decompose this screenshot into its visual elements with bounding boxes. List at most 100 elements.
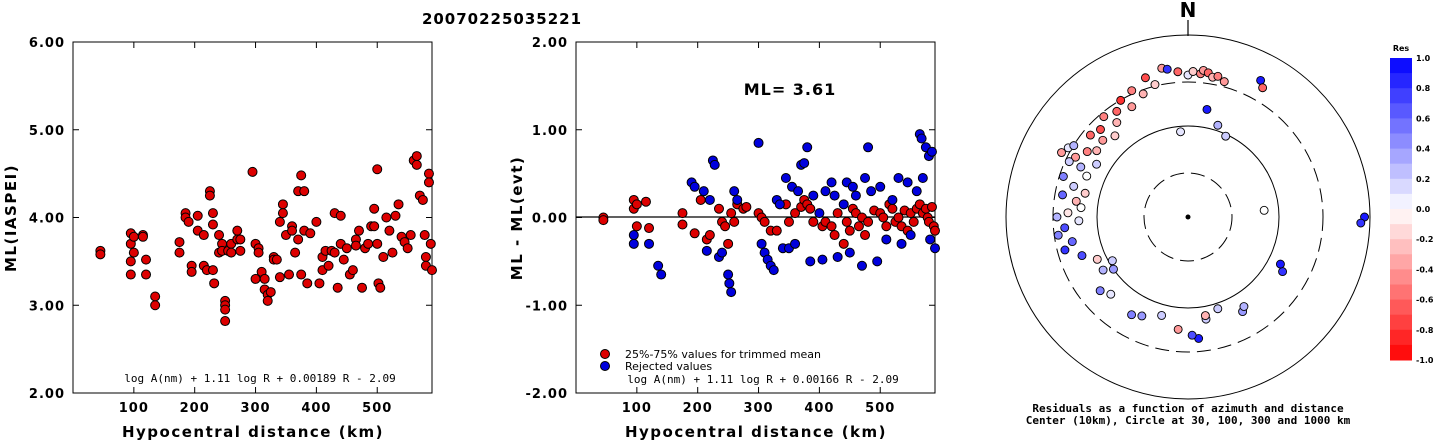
station-point [1157, 310, 1167, 320]
data-point [911, 186, 922, 197]
station-point [1200, 311, 1210, 321]
data-point [829, 190, 840, 201]
data-point [826, 177, 837, 188]
data-point [207, 219, 218, 230]
data-point [677, 219, 688, 230]
data-point [771, 225, 782, 236]
x-tick-label: 300 [743, 401, 773, 416]
data-point [137, 231, 148, 242]
data-point [150, 291, 161, 302]
data-point [726, 208, 737, 219]
data-point [305, 228, 316, 239]
y-tick-label: 0.00 [532, 212, 568, 227]
ml-value-label: ML= 3.61 [744, 80, 837, 99]
data-point [704, 194, 715, 205]
data-point [329, 247, 340, 258]
data-point [598, 215, 609, 226]
data-point [726, 287, 737, 298]
data-point [183, 216, 194, 227]
colorbar-cell [1390, 329, 1412, 346]
data-point [226, 247, 237, 258]
data-point [405, 230, 416, 241]
data-point [713, 203, 724, 214]
data-point [284, 269, 295, 280]
data-point [186, 266, 197, 277]
data-point [378, 251, 389, 262]
station-point [1213, 120, 1223, 130]
data-point [759, 216, 770, 227]
station-point [1067, 237, 1077, 247]
data-point [774, 199, 785, 210]
y-tick-label: 2.00 [29, 387, 65, 402]
data-point [277, 199, 288, 210]
data-point [881, 221, 892, 232]
data-point [817, 254, 828, 265]
station-point [1071, 196, 1081, 206]
data-point [204, 190, 215, 201]
station-point [1092, 159, 1102, 169]
data-point [808, 190, 819, 201]
panel-polar-residuals: N Residuals as a function of azimuth and… [1005, 0, 1371, 427]
station-point [1092, 254, 1102, 264]
data-point [881, 234, 892, 245]
data-point [390, 210, 401, 221]
data-point [192, 210, 203, 221]
data-point [724, 278, 735, 289]
data-point [369, 203, 380, 214]
y-tick-label: 5.00 [29, 124, 65, 139]
station-point [1221, 131, 1231, 141]
data-point [799, 158, 810, 169]
data-point [277, 208, 288, 219]
data-point [829, 230, 840, 241]
station-point [1109, 264, 1118, 274]
x-tick-label: 500 [362, 401, 392, 416]
station-point [1110, 131, 1120, 141]
data-point [296, 269, 307, 280]
data-point [332, 282, 343, 293]
data-point [125, 269, 136, 280]
station-point [1213, 304, 1223, 314]
legend-label-rejected: Rejected values [625, 360, 712, 373]
data-point [302, 278, 313, 289]
x-axis-label: Hypocentral distance (km) [122, 423, 384, 441]
data-point [790, 208, 801, 219]
station-point [1202, 105, 1212, 114]
data-point [271, 254, 282, 265]
data-point [174, 237, 185, 248]
colorbar-cell [1390, 299, 1412, 316]
station-point [1076, 162, 1086, 172]
data-point [805, 256, 816, 267]
station-point [1127, 102, 1137, 112]
data-point [850, 190, 861, 201]
data-point [293, 234, 304, 245]
data-point [141, 269, 152, 280]
data-point [838, 199, 849, 210]
x-tick-label: 500 [865, 401, 895, 416]
colorbar-cells [1390, 58, 1412, 361]
data-point [262, 295, 273, 306]
legend: 25%-75% values for trimmed mean Rejected… [600, 348, 821, 373]
data-point [930, 225, 940, 236]
station-point [1112, 118, 1122, 127]
data-point [290, 247, 301, 258]
station-point [1187, 330, 1197, 340]
data-point [259, 273, 270, 284]
data-point [644, 223, 655, 234]
data-point [720, 221, 731, 232]
data-point [125, 256, 136, 267]
station-point [1060, 245, 1070, 255]
colorbar-labels: 1.0 0.8 0.6 0.4 0.2 0.0 -0.2 -0.4 -0.6 -0.8 -1.0 [1416, 54, 1434, 365]
data-point [790, 238, 801, 249]
data-point [689, 228, 700, 239]
data-point [220, 316, 231, 327]
data-point [704, 230, 715, 241]
x-tick-label: 400 [301, 401, 331, 416]
data-point [872, 256, 883, 267]
station-point [1162, 64, 1172, 74]
data-point [887, 194, 898, 205]
station-point [1092, 146, 1102, 156]
colorbar-tick-label: -0.2 [1416, 235, 1434, 244]
data-point [95, 249, 106, 260]
polar-caption-line1: Residuals as a function of azimuth and d… [1032, 402, 1344, 415]
chart-title: 20070225035221 [422, 10, 582, 28]
